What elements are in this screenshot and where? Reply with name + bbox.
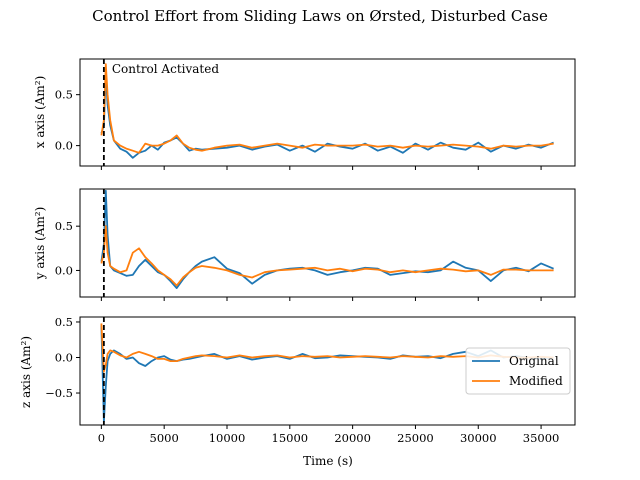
panel-z-plot-area: −0.5 0.0 0.5 0 5000 10000 15000 20000 25000 30000… [45,315,576,445]
panel-x-ylabel: x axis (Am²) [33,76,47,149]
ytick-label: 0.0 [55,351,73,365]
xtick-label: 15000 [272,431,309,445]
legend-label-modified: Modified [509,374,563,388]
legend: Original Modified [465,347,571,395]
panel-y-ylabel: y axis (Am²) [33,207,47,281]
xtick-label: 20000 [334,431,371,445]
series-original-x [100,73,554,159]
panel-x-plot-area: 0.0 0.5 Control Activated [55,58,576,170]
ytick-label: 0.5 [55,315,73,329]
ytick-label: 0.5 [55,88,73,102]
xtick-label: 30000 [460,431,497,445]
panel-y-plot-area: 0.0 0.5 [55,188,576,301]
x-axis-label: Time (s) [303,454,353,468]
axes-frame-y [79,188,576,298]
xtick-label: 35000 [523,431,560,445]
ytick-label: 0.0 [55,139,73,153]
series-modified-x [100,63,554,154]
ytick-label: 0.0 [55,263,73,277]
ytick-label: −0.5 [45,386,73,400]
ytick-label: 0.5 [55,219,73,233]
legend-label-original: Original [509,354,559,368]
panel-z-ylabel: z axis (Am²) [19,336,33,408]
axes-frame-z [79,316,576,426]
panel-y-axis: y axis (Am²) 0.0 0.5 [33,188,576,301]
xtick-label: 5000 [150,431,179,445]
xtick-label: 25000 [397,431,434,445]
xtick-label: 10000 [209,431,246,445]
axes-frame-x [79,58,576,167]
xtick-label: 0 [98,431,105,445]
series-original-y [100,189,554,289]
figure-title: Control Effort from Sliding Laws on Ørst… [92,7,548,25]
series-modified-y [100,225,554,287]
control-activated-annotation: Control Activated [112,62,219,76]
series-modified-z [100,323,554,373]
series-original-z [100,325,554,423]
panel-z-axis: z axis (Am²) −0.5 0.0 0.5 0 5000 10000 15000 20… [19,315,576,445]
panel-x-axis: x axis (Am²) 0.0 0.5 Control Activated [33,58,576,170]
